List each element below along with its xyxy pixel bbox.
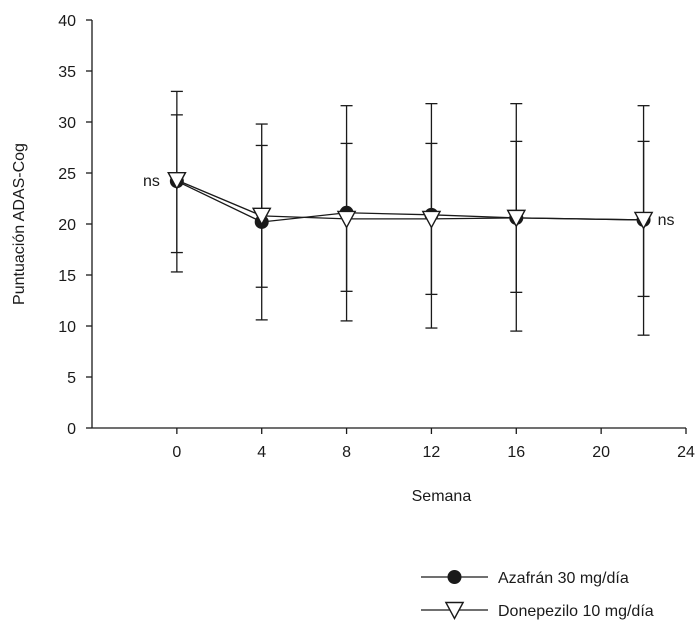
y-axis-title: Puntuación ADAS-Cog: [11, 143, 28, 305]
series-line-1: [176, 180, 644, 223]
y-tick-label: 35: [58, 64, 76, 81]
y-tick-label: 0: [67, 421, 76, 438]
data-point: [167, 171, 187, 191]
data-point: [633, 211, 654, 230]
x-tick-label: 16: [507, 444, 525, 461]
data-point: [336, 210, 357, 229]
data-point: [506, 209, 527, 228]
y-tick-label: 5: [67, 370, 76, 387]
legend-label: Azafrán 30 mg/día: [498, 570, 629, 587]
legend-marker: [447, 570, 462, 584]
annotation-ns: ns: [658, 212, 675, 229]
y-tick-label: 10: [58, 319, 76, 336]
legend-marker: [444, 601, 465, 620]
x-axis-title: Semana: [412, 488, 472, 505]
x-tick-label: 8: [342, 444, 351, 461]
y-tick-label: 40: [58, 13, 76, 30]
legend: Azafrán 30 mg/día Donepezilo 10 mg/día: [421, 570, 654, 620]
legend-label: Donepezilo 10 mg/día: [498, 603, 654, 620]
x-tick-label: 20: [592, 444, 610, 461]
x-tick-label: 24: [677, 444, 695, 461]
x-tick-label: 0: [172, 444, 181, 461]
series-lines: [176, 179, 644, 223]
axes: 0 5 10 15 20 25 30 35 40 0 4 8 12 16 20 24: [58, 13, 695, 461]
annotations: ns ns: [143, 173, 675, 229]
y-tick-label: 25: [58, 166, 76, 183]
y-tick-label: 20: [58, 217, 76, 234]
data-point: [421, 210, 442, 229]
y-tick-label: 30: [58, 115, 76, 132]
annotation-ns: ns: [143, 173, 160, 190]
data-point: [251, 207, 272, 226]
x-tick-label: 4: [257, 444, 266, 461]
y-tick-label: 15: [58, 268, 76, 285]
x-tick-label: 12: [423, 444, 441, 461]
markers: [167, 171, 654, 230]
series-line-2: [176, 179, 644, 221]
